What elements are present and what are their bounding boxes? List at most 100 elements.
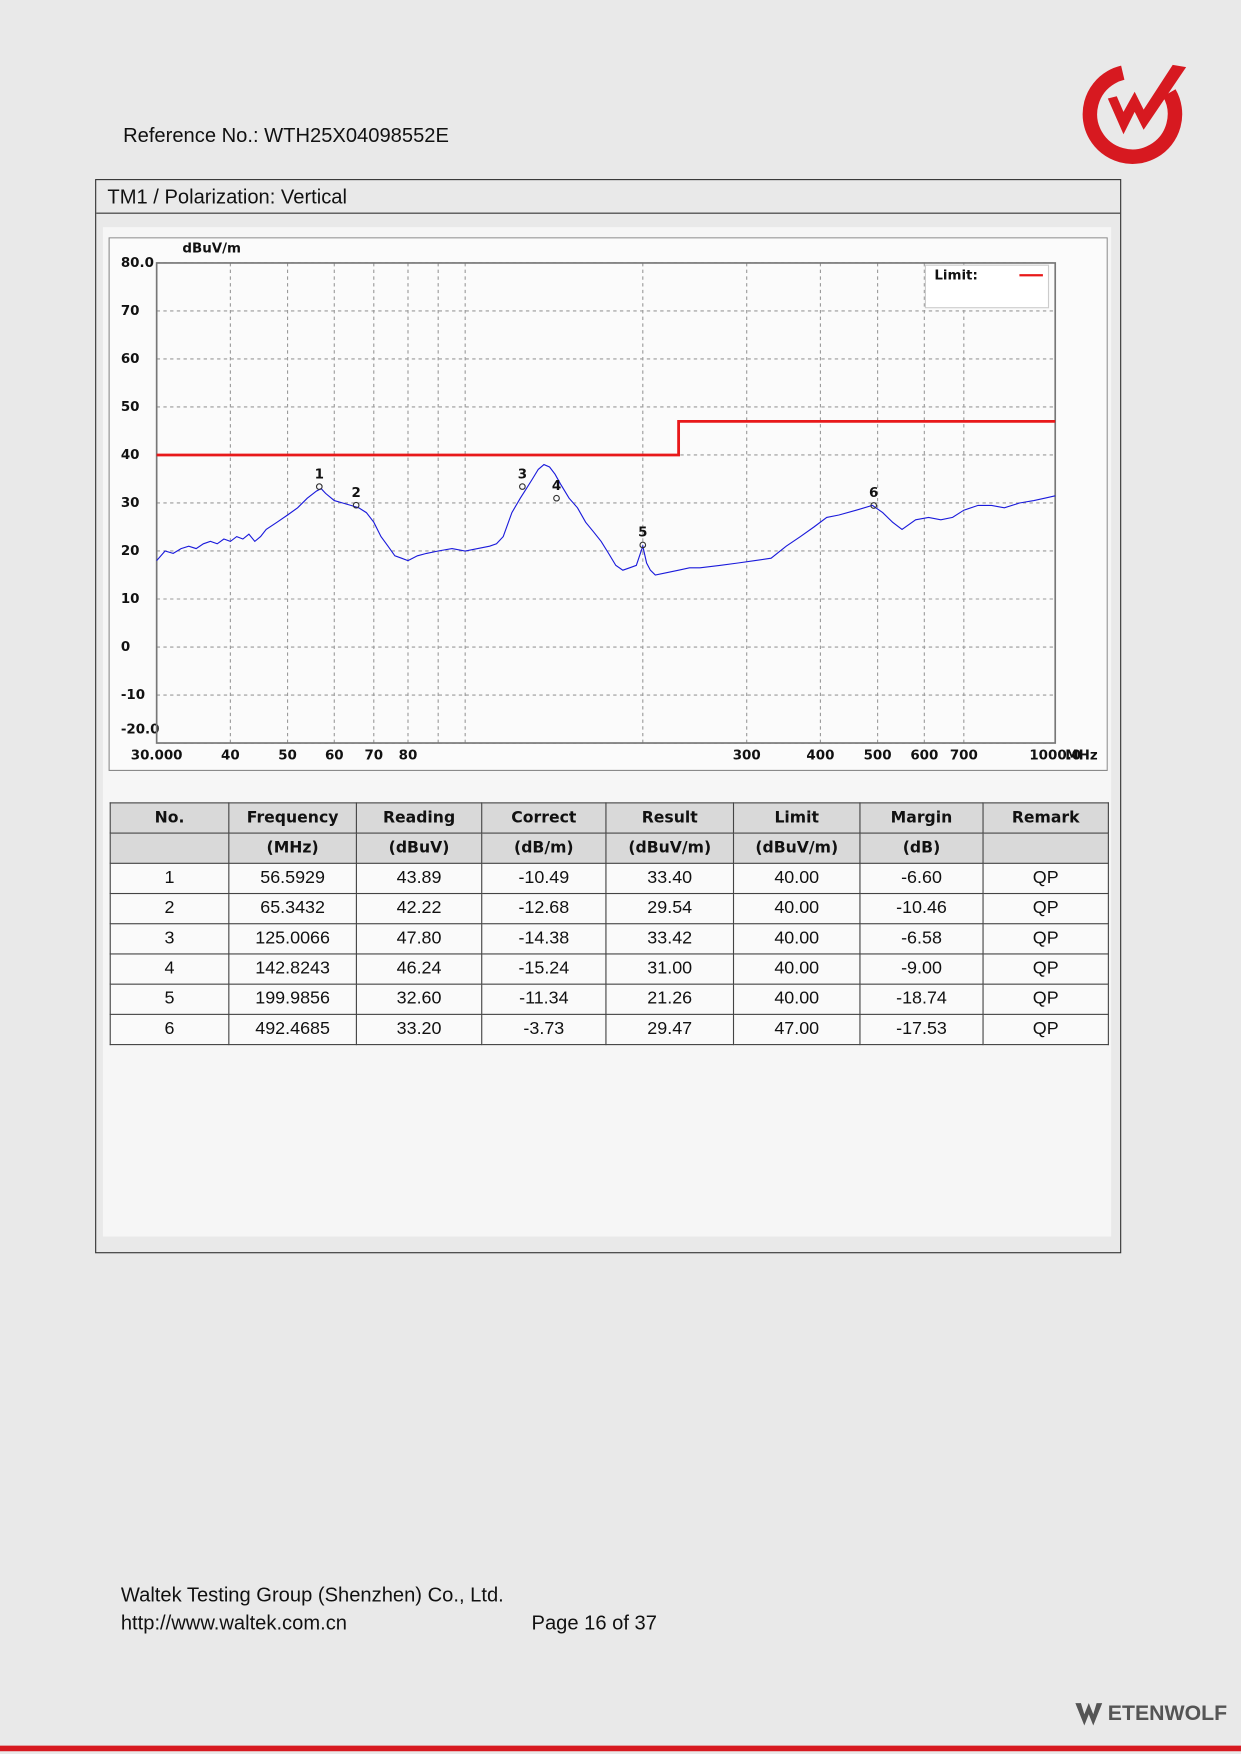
data-cell: -10.49 <box>481 862 607 895</box>
y-tick-label: 50 <box>121 400 140 415</box>
emission-chart: 80.0 70 60 50 40 30 20 10 0 -10 -20.0 30.000 40 50 60 7… <box>108 237 1108 771</box>
header-cell: Frequency <box>228 802 357 834</box>
header-cell: Limit <box>732 802 861 834</box>
peak-label: 6 <box>869 486 878 501</box>
data-cell: 65.3432 <box>228 892 357 925</box>
header-row: No. Frequency Reading Correct Result Limit Mar… <box>109 802 1109 834</box>
data-cell: 492.4685 <box>228 1013 357 1046</box>
plot-frame <box>155 262 1057 744</box>
x-tick-label: 50 <box>278 748 297 763</box>
footer-company: Waltek Testing Group (Shenzhen) Co., Ltd… <box>120 1583 504 1606</box>
peak-marker <box>352 501 360 509</box>
footer-website: http://www.waltek.com.cn <box>120 1611 347 1634</box>
header-cell: (dB/m) <box>481 832 607 864</box>
peak-marker <box>639 541 647 549</box>
legend-box <box>924 264 1050 309</box>
x-tick-label: 80 <box>399 748 418 763</box>
brand-name: ETENWOLF <box>1107 1701 1228 1726</box>
data-cell: -9.00 <box>859 953 984 985</box>
x-tick-label: 400 <box>806 748 834 763</box>
peak-label: 3 <box>518 467 527 482</box>
header-cell: Reading <box>355 802 483 834</box>
y-tick-label: 40 <box>121 448 140 463</box>
x-tick-label: 500 <box>864 748 892 763</box>
section-title: TM1 / Polarization: Vertical <box>107 185 347 209</box>
header-cell: (dBuV/m) <box>732 832 861 864</box>
data-cell: 4 <box>109 953 230 985</box>
result-table: No. Frequency Reading Correct Result Limit Mar… <box>109 802 1109 1046</box>
header-cell: Remark <box>982 802 1109 834</box>
data-cell: 21.26 <box>605 983 735 1015</box>
data-row: 5 199.9856 32.60 -11.34 21.26 40.00 -18.74 QP <box>109 983 1109 1015</box>
x-tick-label: 70 <box>364 748 383 763</box>
x-tick-label: 30.000 <box>131 748 183 763</box>
section-header: TM1 / Polarization: Vertical <box>96 180 1121 214</box>
data-cell: 40.00 <box>732 923 861 955</box>
header-cell: (MHz) <box>228 832 357 864</box>
y-tick-label: 10 <box>121 592 140 607</box>
data-cell: 2 <box>109 892 230 925</box>
x-tick-label: 600 <box>910 748 938 763</box>
header-cell: (dB) <box>859 832 984 864</box>
data-cell: -6.60 <box>859 862 984 895</box>
data-cell: QP <box>982 892 1109 925</box>
header-cell <box>982 832 1109 864</box>
data-cell: 33.40 <box>605 862 735 895</box>
data-cell: -15.24 <box>481 953 607 985</box>
y-tick-label: 70 <box>121 304 140 319</box>
data-row: 3 125.0066 47.80 -14.38 33.42 40.00 -6.58 QP <box>109 923 1109 955</box>
series-line <box>156 419 1056 457</box>
data-cell: 32.60 <box>355 983 483 1015</box>
data-cell: 199.9856 <box>228 983 357 1015</box>
y-tick-label: 0 <box>121 640 130 655</box>
y-tick-label: -20.0 <box>121 723 160 738</box>
header-cell <box>109 832 230 864</box>
x-tick-label: 700 <box>950 748 978 763</box>
data-cell: 33.42 <box>605 923 735 955</box>
y-tick-label: 60 <box>121 352 140 367</box>
data-cell: 47.80 <box>355 923 483 955</box>
data-cell: -3.73 <box>481 1013 607 1046</box>
data-cell: 33.20 <box>355 1013 483 1046</box>
reference-number: Reference No.: WTH25X04098552E <box>123 124 449 147</box>
data-cell: 5 <box>109 983 230 1015</box>
legend-label: Limit: <box>934 268 977 283</box>
data-cell: 40.00 <box>732 892 861 925</box>
peak-marker <box>553 494 560 502</box>
x-tick-label: 60 <box>325 748 344 763</box>
data-cell: -10.46 <box>859 892 984 925</box>
data-cell: 42.22 <box>355 892 483 925</box>
data-cell: -12.68 <box>481 892 607 925</box>
header-cell: Correct <box>481 802 607 834</box>
section-box: TM1 / Polarization: Vertical <box>95 179 1122 1254</box>
data-cell: -6.58 <box>859 923 984 955</box>
data-cell: QP <box>982 953 1109 985</box>
peak-label: 1 <box>315 467 324 482</box>
header-cell: Result <box>605 802 735 834</box>
data-cell: 142.8243 <box>228 953 357 985</box>
data-cell: -11.34 <box>481 983 607 1015</box>
y-tick-label: 80.0 <box>121 256 154 271</box>
brand-icon <box>1075 1703 1103 1726</box>
data-cell: 29.54 <box>605 892 735 925</box>
series-line <box>156 463 1056 576</box>
footer-rule <box>0 1745 1241 1752</box>
peak-marker <box>315 483 323 491</box>
peak-label: 4 <box>552 479 561 494</box>
peak-label: 2 <box>351 486 360 501</box>
x-tick-label: 300 <box>733 748 761 763</box>
data-cell: 125.0066 <box>228 923 357 955</box>
x-tick-label: 40 <box>221 748 240 763</box>
data-cell: 3 <box>109 923 230 955</box>
data-row: 2 65.3432 42.22 -12.68 29.54 40.00 -10.46 QP <box>109 892 1109 925</box>
data-row: 6 492.4685 33.20 -3.73 29.47 47.00 -17.53 QP <box>109 1013 1109 1046</box>
data-cell: 46.24 <box>355 953 483 985</box>
data-cell: -17.53 <box>859 1013 984 1046</box>
data-cell: QP <box>982 1013 1109 1046</box>
data-cell: 6 <box>109 1013 230 1046</box>
x-tick-label: 1000.0 <box>1029 748 1081 763</box>
data-row: 1 56.5929 43.89 -10.49 33.40 40.00 -6.60 QP <box>109 862 1109 895</box>
header-cell: No. <box>109 802 230 834</box>
